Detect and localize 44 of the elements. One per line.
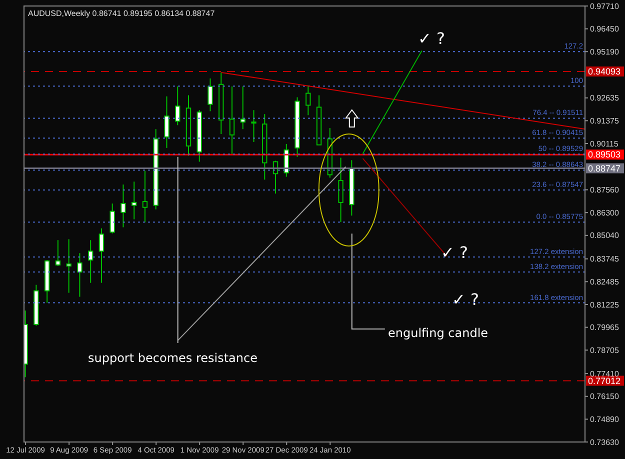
candlestick (142, 170, 148, 223)
candlestick (110, 203, 115, 234)
y-tick-label: 0.78705 (590, 346, 620, 355)
y-tick-label: 0.74890 (590, 415, 620, 424)
ref-line-label: 0.88747 (588, 163, 621, 174)
candlestick (229, 86, 235, 156)
candlestick (251, 110, 256, 142)
candlestick (120, 184, 126, 228)
candlestick (98, 228, 104, 284)
y-tick-label: 0.97710 (590, 2, 620, 11)
y-tick-label: 0.82485 (590, 278, 620, 287)
candlestick (306, 84, 311, 116)
y-tick-label: 0.86300 (590, 208, 620, 218)
ref-line-label: 0.77012 (588, 376, 621, 386)
candlestick (88, 240, 94, 284)
y-tick-label: 0.92635 (590, 94, 620, 103)
candlestick (164, 96, 170, 148)
candlestick (77, 252, 82, 298)
candlestick (175, 86, 180, 126)
candlestick (240, 86, 246, 130)
ref-line-label: 0.89503 (588, 150, 621, 160)
ref-line-label: 0.94093 (588, 66, 621, 76)
y-tick-label: 0.76150 (590, 392, 620, 402)
y-tick-label: 0.85040 (590, 231, 620, 240)
annotation: ✓ ? (452, 290, 479, 309)
annotation: support becomes resistance (88, 351, 258, 365)
y-tick-label: 0.79965 (590, 323, 620, 332)
annotation: ✓ ? (441, 243, 468, 262)
y-tick-label: 0.90115 (590, 139, 619, 148)
candlestick (338, 157, 344, 223)
y-tick-label: 0.83745 (590, 254, 620, 264)
y-tick-label: 0.91375 (590, 116, 620, 126)
chart-title: AUDUSD,Weekly 0.86741 0.89195 0.86134 0.88747 (28, 9, 216, 18)
candlestick (55, 240, 61, 267)
candlestick (132, 181, 137, 220)
candlestick (66, 238, 72, 294)
y-tick-label: 0.87560 (590, 186, 620, 195)
y-tick-label: 0.73630 (590, 438, 620, 447)
annotation: ✓ ? (418, 29, 445, 48)
y-tick-label: 0.96450 (590, 24, 620, 34)
y-tick-label: 0.81225 (590, 300, 620, 310)
candlestick (208, 78, 213, 112)
annotation: engulfing candle (388, 326, 488, 340)
y-tick-label: 0.95190 (590, 47, 620, 56)
